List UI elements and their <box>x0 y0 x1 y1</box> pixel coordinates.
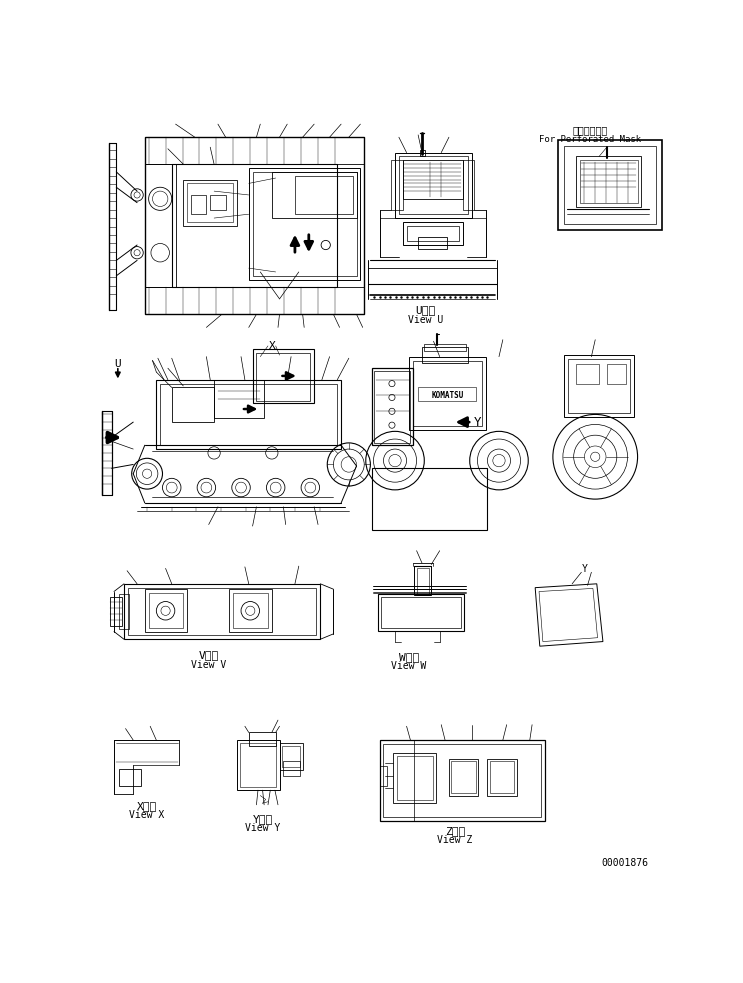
Text: For Perforated Mask: For Perforated Mask <box>539 135 641 145</box>
Bar <box>187 184 233 222</box>
Bar <box>558 140 662 230</box>
Text: KOMATSU: KOMATSU <box>431 390 464 400</box>
Bar <box>380 767 387 785</box>
Bar <box>490 761 514 793</box>
Bar <box>403 160 463 199</box>
Bar <box>565 145 656 224</box>
Bar <box>210 195 226 210</box>
Bar <box>283 761 300 777</box>
Bar <box>120 594 129 629</box>
Bar <box>256 353 311 400</box>
Bar <box>424 344 466 351</box>
Bar <box>418 387 476 401</box>
Bar <box>145 164 175 287</box>
Bar <box>124 584 320 639</box>
Text: View Y: View Y <box>245 823 280 833</box>
Bar <box>565 355 634 417</box>
Bar <box>295 176 353 214</box>
Bar <box>233 593 268 628</box>
Bar <box>417 568 429 596</box>
Bar <box>395 152 472 218</box>
Bar <box>381 597 461 628</box>
Text: U　視: U 視 <box>415 306 436 316</box>
Bar <box>420 150 425 156</box>
Text: 丸穴マスク用: 丸穴マスク用 <box>572 125 608 136</box>
Bar <box>391 160 403 210</box>
Bar <box>184 180 237 226</box>
Bar <box>487 759 516 795</box>
Bar <box>403 222 463 245</box>
Bar <box>145 138 364 164</box>
Bar <box>249 732 276 746</box>
Bar <box>372 369 413 445</box>
Bar <box>409 357 486 430</box>
Bar <box>128 588 317 635</box>
Bar <box>449 759 478 795</box>
Text: X　視: X 視 <box>137 800 158 811</box>
Bar <box>282 745 300 767</box>
Bar <box>145 589 187 632</box>
Bar <box>230 589 272 632</box>
Bar <box>191 195 207 214</box>
Bar <box>380 740 545 821</box>
Bar <box>120 769 141 785</box>
Bar <box>145 138 364 315</box>
Bar <box>374 371 410 443</box>
Text: Y: Y <box>474 416 481 429</box>
Bar <box>580 160 637 202</box>
Text: Y: Y <box>582 564 588 574</box>
Bar <box>145 287 364 315</box>
Text: View Z: View Z <box>438 836 473 845</box>
Text: View U: View U <box>408 315 444 324</box>
Bar <box>378 594 464 631</box>
Bar <box>394 753 436 803</box>
Text: U: U <box>114 360 121 370</box>
Bar <box>451 761 476 793</box>
Bar <box>237 740 279 790</box>
Bar <box>576 156 641 206</box>
Bar <box>172 387 214 422</box>
Text: View X: View X <box>129 810 165 820</box>
Bar <box>372 468 487 530</box>
Bar <box>413 361 482 426</box>
Bar <box>406 226 459 241</box>
Bar <box>383 744 542 817</box>
Bar <box>568 359 630 413</box>
Bar <box>110 597 122 626</box>
Bar <box>399 156 468 214</box>
Bar <box>422 347 468 363</box>
Text: Y　視: Y 視 <box>253 814 273 824</box>
Text: W　視: W 視 <box>399 652 419 662</box>
Bar <box>249 168 360 279</box>
Text: View W: View W <box>392 662 426 671</box>
Bar <box>149 593 184 628</box>
Bar <box>214 379 264 418</box>
Text: Z　視: Z 視 <box>445 826 465 836</box>
Bar <box>279 743 302 770</box>
Bar <box>607 365 626 383</box>
Bar <box>160 383 337 445</box>
Bar <box>576 365 599 383</box>
Text: View V: View V <box>191 660 227 669</box>
Bar <box>463 160 474 210</box>
Text: X: X <box>268 341 275 351</box>
Bar <box>253 172 357 276</box>
Bar <box>397 756 432 800</box>
Bar <box>272 172 357 218</box>
Bar <box>172 164 337 287</box>
Bar <box>240 743 276 787</box>
Bar <box>253 349 314 403</box>
Bar <box>103 411 111 495</box>
Text: 00001876: 00001876 <box>601 858 648 868</box>
Bar <box>156 379 341 449</box>
Text: V　視: V 視 <box>198 651 219 661</box>
Bar <box>418 237 447 249</box>
Bar <box>415 566 431 596</box>
